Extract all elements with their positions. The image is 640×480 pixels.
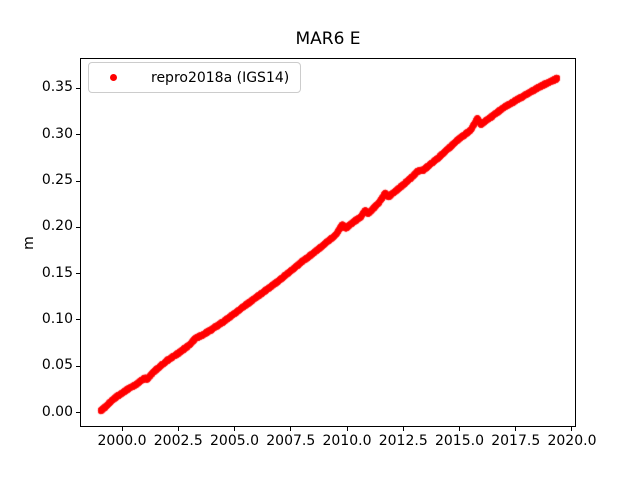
y-tick-label: 0.15 [41,264,73,281]
y-tick-mark [76,365,80,367]
y-tick-label: 0.00 [41,403,73,420]
x-tick-mark [402,427,404,431]
legend-label: repro2018a (IGS14) [151,69,290,86]
legend: repro2018a (IGS14) [88,62,301,93]
x-tick-label: 2002.5 [153,433,203,449]
y-tick-mark [76,226,80,228]
x-tick-label: 2020.0 [547,433,597,449]
x-tick-mark [346,427,348,431]
x-tick-mark [234,427,235,431]
y-tick-mark [76,273,80,275]
y-axis-label: m [21,236,37,250]
y-tick-label: 0.25 [41,172,73,189]
y-tick-label: 0.20 [41,218,73,235]
y-tick-label: 0.30 [41,125,73,142]
y-tick-mark [76,412,80,414]
x-tick-label: 2010.0 [322,433,372,449]
x-tick-mark [571,427,573,431]
x-tick-label: 2012.5 [378,433,428,449]
x-tick-label: 2005.0 [210,433,259,449]
y-tick-mark [76,134,80,136]
x-tick-mark [515,427,517,431]
y-tick-label: 0.10 [41,310,73,327]
x-tick-mark [177,427,179,431]
scatter-canvas [80,58,576,427]
y-tick-mark [76,319,80,321]
y-tick-mark [76,180,80,182]
x-tick-label: 2007.5 [266,433,316,449]
y-tick-label: 0.35 [41,79,73,96]
x-tick-label: 2000.0 [97,433,147,449]
x-tick-mark [458,427,460,431]
y-tick-label: 0.05 [41,357,73,374]
chart-title: MAR6 E [295,29,361,49]
x-tick-label: 2017.5 [491,433,541,449]
y-tick-mark [76,87,80,89]
x-tick-mark [290,427,292,431]
legend-marker-dot-icon [110,74,117,81]
x-tick-mark [121,427,123,431]
x-tick-label: 2015.0 [434,433,484,449]
